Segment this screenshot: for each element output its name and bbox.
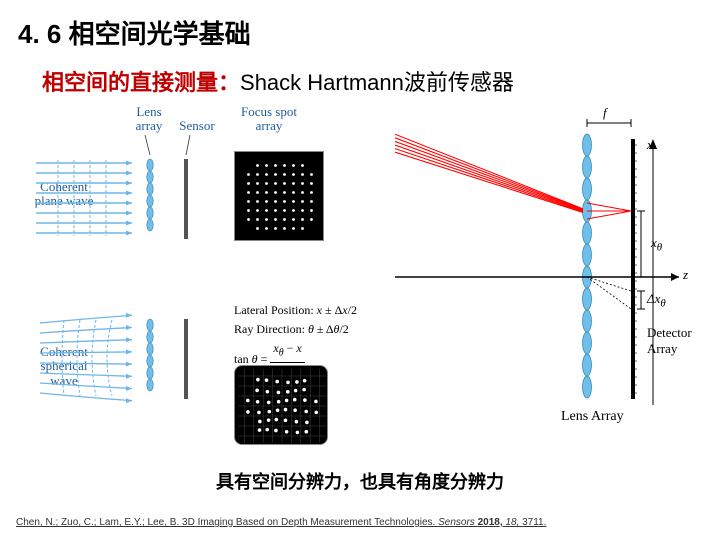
cite-journal: Sensors — [438, 517, 477, 528]
right-diagram: f xθ Δxθ z x Lens Array Detector Array — [395, 109, 695, 439]
math-ray: Ray Direction: θ ± Δθ/2 — [234, 320, 357, 339]
math-tan: tan θ = xθ − xf — [234, 339, 357, 382]
z-label: z — [683, 267, 688, 283]
math-block: Lateral Position: x ± Δx/2 Ray Direction… — [234, 301, 357, 382]
subtitle-rest: Shack Hartmann波前传感器 — [240, 70, 514, 95]
cite-pages: 3711. — [522, 517, 546, 528]
sensor-bar-bot — [184, 319, 188, 399]
cite-vol: 18, — [505, 517, 522, 528]
left-diagram: Lens array Sensor Focus spot array Coher… — [34, 105, 364, 445]
right-svg — [395, 109, 695, 429]
x-label: x — [647, 137, 653, 153]
citation: Chen, N.; Zuo, C.; Lam, E.Y.; Lee, B. 3D… — [16, 517, 546, 528]
detector-label: Detector Array — [647, 325, 707, 357]
cite-authors: Chen, N.; Zuo, C.; Lam, E.Y.; Lee, B. — [16, 517, 182, 528]
focus-spot-label: Focus spot array — [234, 105, 304, 134]
cite-year: 2018, — [478, 517, 506, 528]
lens-array-r-label: Lens Array — [561, 409, 624, 425]
left-waves-svg — [34, 105, 234, 425]
x-theta-label: xθ — [651, 235, 662, 254]
content: Lens array Sensor Focus spot array Coher… — [0, 105, 720, 465]
bottom-caption: 具有空间分辨力，也具有角度分辨力 — [0, 468, 720, 494]
math-lateral: Lateral Position: x ± Δx/2 — [234, 301, 357, 320]
section-title: 4. 6 相空间光学基础 — [0, 0, 720, 51]
cite-title: 3D Imaging Based on Depth Measurement Te… — [182, 517, 438, 528]
subtitle-bold: 相空间的直接测量： — [42, 70, 240, 95]
f-label: f — [603, 105, 607, 121]
subtitle: 相空间的直接测量：Shack Hartmann波前传感器 — [0, 51, 720, 97]
spot-array-plane — [234, 151, 324, 241]
delta-x-theta-label: Δxθ — [647, 291, 666, 310]
sensor-bar-top — [184, 159, 188, 239]
